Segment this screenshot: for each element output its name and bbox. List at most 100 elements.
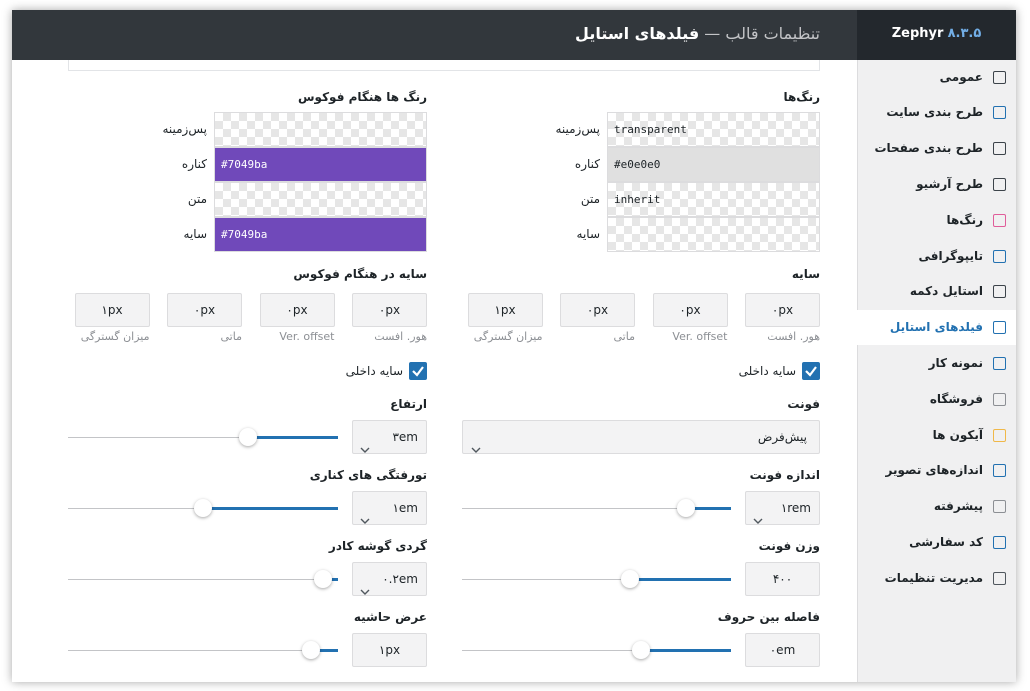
color-swatch[interactable]: #7049ba — [214, 147, 427, 182]
menu-icon — [993, 356, 1006, 370]
shadow-label: هور. افست — [374, 330, 427, 343]
color-value: #e0e0e0 — [614, 158, 661, 171]
color-swatch[interactable]: #e0e0e0 — [607, 147, 820, 182]
shadow-input[interactable]: ۱px — [74, 293, 150, 327]
shadow-label: ماتی — [220, 330, 242, 343]
menu-item[interactable]: اندازه‌های تصویر — [857, 453, 1016, 488]
menu-label: مدیریت تنظیمات — [884, 570, 983, 585]
menu-item[interactable]: نمونه کار — [857, 346, 1016, 381]
color-swatch[interactable] — [607, 217, 820, 252]
select[interactable]: ۱rem — [745, 491, 820, 525]
shadow-value: ۰px — [679, 303, 701, 317]
menu-item[interactable]: آیکون ها — [857, 418, 1016, 453]
menu-icon — [993, 106, 1006, 120]
menu-item[interactable]: فروشگاه — [857, 382, 1016, 417]
slider-knob[interactable] — [239, 428, 257, 446]
field-heading: فونت — [787, 397, 820, 411]
select[interactable]: ۰.۲em — [352, 562, 427, 596]
color-swatch[interactable]: #7049ba — [214, 217, 427, 252]
slider-knob[interactable] — [632, 641, 650, 659]
menu-label: فیلدهای استایل — [889, 320, 983, 335]
checkbox-label: سایه داخلی — [345, 364, 403, 378]
input-value: ۱px — [378, 643, 401, 657]
slider-track — [68, 579, 338, 580]
color-label: پس‌زمینه — [555, 122, 600, 136]
slider-track — [462, 650, 731, 651]
select-value: ۳em — [392, 430, 418, 444]
select-value: ۱em — [392, 501, 418, 515]
slider-knob[interactable] — [621, 570, 639, 588]
color-label: کناره — [574, 157, 600, 171]
shadow-input[interactable]: ۰px — [560, 293, 635, 327]
shadow-label: میزان گسترگی — [473, 330, 543, 343]
sidebar — [857, 10, 1016, 682]
menu-label: پیشرفته — [933, 499, 983, 514]
select[interactable]: پیش‌فرض — [462, 420, 820, 454]
slider-knob[interactable] — [677, 499, 695, 517]
slider-knob[interactable] — [302, 641, 320, 659]
color-swatch[interactable] — [214, 112, 427, 147]
checkbox[interactable] — [802, 362, 820, 380]
number-input[interactable]: ۴۰۰ — [745, 562, 820, 596]
menu-item[interactable]: مدیریت تنظیمات — [857, 561, 1016, 596]
menu-item[interactable]: طرح بندی صفحات — [857, 131, 1016, 166]
slider-knob[interactable] — [194, 499, 212, 517]
menu-label: رنگ‌ها — [946, 212, 983, 227]
menu-icon — [993, 321, 1006, 335]
shadow-input[interactable]: ۰px — [167, 293, 242, 327]
shadow-input[interactable]: ۰px — [259, 293, 335, 327]
checkbox[interactable] — [409, 362, 427, 380]
slider-track — [462, 508, 731, 509]
section-heading: سایه در هنگام فوکوس — [293, 267, 427, 281]
number-input[interactable]: ۰em — [745, 633, 820, 667]
menu-label: طرح آرشیو — [916, 176, 983, 191]
menu-icon — [993, 535, 1006, 549]
menu-label: طرح بندی صفحات — [874, 141, 983, 156]
field-heading: ارتفاع — [390, 397, 427, 411]
menu-item[interactable]: رنگ‌ها — [857, 203, 1016, 238]
menu-item[interactable]: عمومی — [857, 60, 1016, 95]
select[interactable]: ۱em — [352, 491, 427, 525]
shadow-label: ماتی — [613, 330, 635, 343]
menu-item[interactable]: پیشرفته — [857, 489, 1016, 524]
chevron — [360, 447, 370, 453]
color-swatch[interactable] — [214, 182, 427, 217]
slider-fill — [630, 578, 731, 581]
dropdown-arrow — [360, 505, 370, 524]
page-heading: تنظیمات قالب — فیلدهای استایل — [320, 10, 820, 60]
menu-item[interactable]: طرح آرشیو — [857, 167, 1016, 202]
select[interactable]: ۳em — [352, 420, 427, 454]
shadow-input[interactable]: ۰px — [745, 293, 820, 327]
menu-item[interactable]: کد سفارشی — [857, 525, 1016, 560]
menu-icon — [993, 392, 1006, 406]
menu-item[interactable]: تایپوگرافی — [857, 239, 1016, 274]
shadow-value: ۰px — [378, 303, 401, 317]
heading-prefix: تنظیمات قالب — — [704, 24, 820, 43]
color-swatch[interactable]: inherit — [607, 182, 820, 217]
select-value: ۰.۲em — [382, 572, 418, 586]
dropdown-arrow — [471, 434, 481, 453]
top-bar — [12, 10, 857, 60]
color-value: transparent — [614, 123, 687, 136]
menu-item[interactable]: طرح بندی سایت — [857, 95, 1016, 130]
shadow-input[interactable]: ۱px — [467, 293, 543, 327]
color-label: سایه — [576, 227, 600, 241]
menu-item[interactable]: فیلدهای استایل — [857, 310, 1016, 346]
checkbox-label: سایه داخلی — [738, 364, 796, 378]
slider-knob[interactable] — [314, 570, 332, 588]
menu-icon — [993, 142, 1006, 156]
color-swatch[interactable]: transparent — [607, 112, 820, 147]
shadow-input[interactable]: ۰px — [652, 293, 728, 327]
dropdown-arrow — [360, 434, 370, 453]
chevron — [360, 589, 370, 595]
dropdown-arrow — [360, 576, 370, 595]
slider-track — [462, 579, 731, 580]
field-heading: وزن فونت — [758, 539, 820, 553]
shadow-input[interactable]: ۰px — [352, 293, 427, 327]
check-mark — [412, 366, 424, 377]
number-input[interactable]: ۱px — [352, 633, 427, 667]
menu-icon — [993, 70, 1006, 84]
previous-section-edge — [68, 60, 820, 71]
menu-item[interactable]: استایل دکمه — [857, 274, 1016, 309]
input-value: ۴۰۰ — [772, 572, 793, 586]
